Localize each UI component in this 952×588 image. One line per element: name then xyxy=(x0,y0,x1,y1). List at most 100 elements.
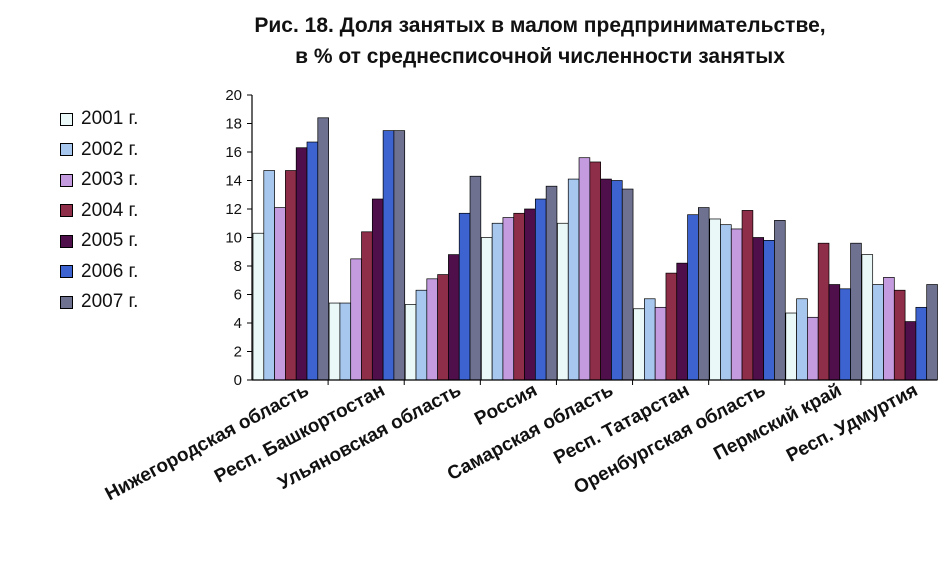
bar xyxy=(382,130,395,381)
y-tick-label: 10 xyxy=(225,230,242,247)
bar xyxy=(926,284,938,381)
legend-swatch xyxy=(60,173,73,187)
bar xyxy=(306,141,319,381)
bar xyxy=(785,312,797,381)
bar xyxy=(513,212,525,381)
bar xyxy=(274,207,286,381)
bar xyxy=(730,228,743,381)
bar xyxy=(285,170,297,381)
legend-swatch xyxy=(60,143,73,157)
category-label: Респ. Удмуртия xyxy=(783,380,921,467)
legend-item: 2005 г. xyxy=(60,226,138,257)
bar xyxy=(371,198,384,381)
bar xyxy=(252,232,265,381)
bar xyxy=(915,306,928,381)
bar xyxy=(263,170,275,381)
bar xyxy=(741,210,754,381)
bar xyxy=(796,298,808,381)
bar xyxy=(600,178,612,381)
y-tick-label: 12 xyxy=(225,201,242,218)
bar xyxy=(752,237,765,381)
y-tick-label: 2 xyxy=(234,344,242,361)
y-tick-label: 8 xyxy=(234,258,242,275)
legend-swatch xyxy=(60,112,73,126)
y-tick-label: 4 xyxy=(234,315,242,332)
bar xyxy=(524,208,536,381)
bar xyxy=(654,306,667,381)
legend-item: 2007 г. xyxy=(60,287,138,318)
bar xyxy=(295,147,308,381)
bar xyxy=(458,212,471,381)
legend-item: 2001 г. xyxy=(60,104,138,135)
bar xyxy=(415,289,428,381)
bar xyxy=(893,289,906,381)
bar xyxy=(883,277,895,381)
y-tick-label: 18 xyxy=(225,116,242,133)
bar xyxy=(687,214,699,381)
bar xyxy=(621,188,634,381)
bar xyxy=(709,218,721,381)
legend-swatch xyxy=(60,234,73,248)
legend: 2001 г. 2002 г. 2003 г. 2004 г. 2005 г. 2006 … xyxy=(60,104,138,318)
bar xyxy=(850,242,862,381)
bar xyxy=(763,240,775,381)
bar xyxy=(480,237,493,381)
bar xyxy=(774,220,786,381)
bar xyxy=(393,130,406,381)
y-tick-label: 6 xyxy=(234,287,242,304)
bar xyxy=(861,254,874,381)
bar xyxy=(828,284,841,381)
legend-item: 2002 г. xyxy=(60,135,138,166)
y-ticks-group: 0 2 4 6 8 10 12 14 16 18 20 xyxy=(225,87,252,389)
bar xyxy=(817,242,830,381)
legend-swatch xyxy=(60,265,73,279)
legend-label: 2002 г. xyxy=(81,138,139,160)
legend-item: 2003 г. xyxy=(60,165,138,196)
legend-label: 2004 г. xyxy=(81,199,139,221)
bar xyxy=(437,274,449,381)
y-tick-label: 0 xyxy=(234,372,242,389)
bar xyxy=(339,302,352,381)
bar xyxy=(534,198,547,381)
bar xyxy=(698,207,710,381)
bar xyxy=(720,224,732,381)
chart-subtitle: в % от среднесписочной численности занят… xyxy=(295,45,785,68)
bar xyxy=(676,262,688,381)
bar xyxy=(644,298,656,381)
bar xyxy=(665,272,678,381)
chart-title: Рис. 18. Доля занятых в малом предприним… xyxy=(254,14,826,37)
bar xyxy=(578,157,591,381)
bar xyxy=(469,175,482,381)
bar xyxy=(589,161,601,381)
legend-label: 2003 г. xyxy=(81,169,139,191)
bar xyxy=(807,316,819,381)
bar xyxy=(839,288,851,381)
bar xyxy=(448,254,460,381)
bars-group xyxy=(252,117,938,385)
bar xyxy=(502,217,515,381)
legend-label: 2005 г. xyxy=(81,230,139,252)
bar xyxy=(904,321,917,381)
legend-label: 2006 г. xyxy=(81,260,139,282)
bar xyxy=(350,258,362,381)
bar xyxy=(545,185,558,381)
legend-swatch xyxy=(60,295,73,309)
bar xyxy=(404,304,417,381)
y-tick-label: 14 xyxy=(225,173,242,190)
y-tick-label: 16 xyxy=(225,144,242,161)
legend-label: 2007 г. xyxy=(81,291,139,313)
bar xyxy=(611,180,623,381)
legend-item: 2004 г. xyxy=(60,196,138,227)
bar xyxy=(317,117,329,381)
legend-swatch xyxy=(60,204,73,218)
bar xyxy=(872,284,884,381)
bar xyxy=(426,278,438,381)
bar xyxy=(633,308,645,381)
bar xyxy=(361,231,373,381)
bar xyxy=(491,222,504,381)
legend-label: 2001 г. xyxy=(81,108,139,130)
bar xyxy=(328,302,341,381)
y-tick-label: 20 xyxy=(225,87,242,104)
